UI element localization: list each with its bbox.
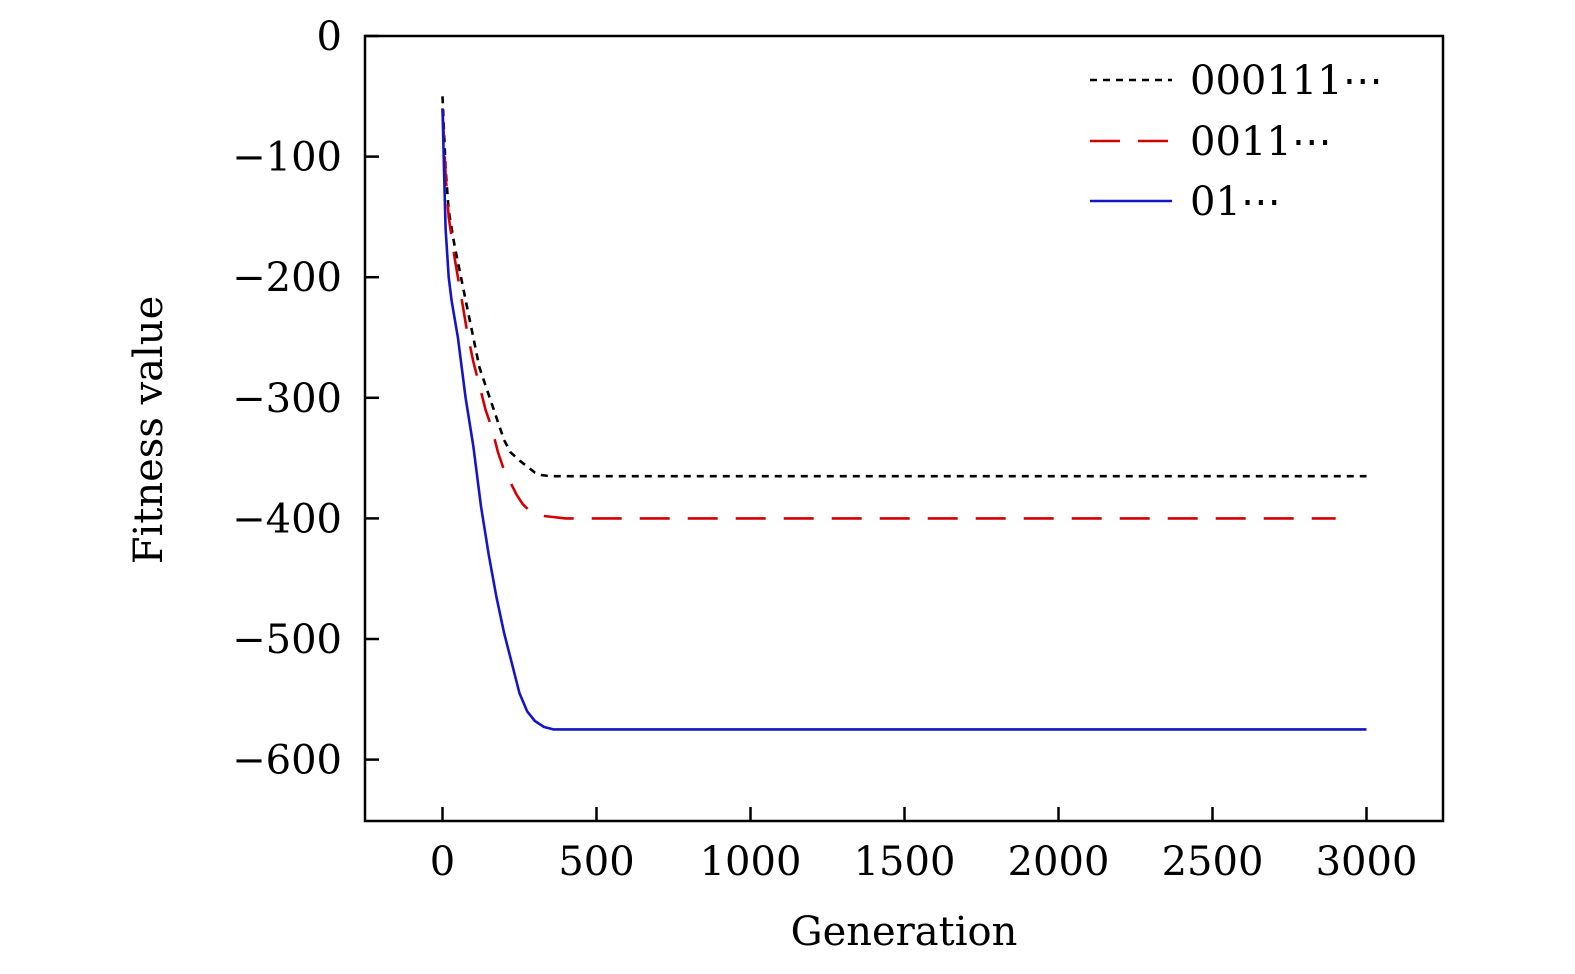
series-line-2 — [441, 108, 1336, 520]
legend-label-1: 000111⋯ — [1190, 58, 1383, 104]
legend-label-3: 01⋯ — [1190, 179, 1281, 225]
series-line-1 — [441, 96, 1367, 478]
y-tick-label: −600 — [232, 738, 342, 784]
x-tick-label: 3000 — [1316, 839, 1418, 885]
x-tick-label: 2000 — [1008, 839, 1110, 885]
x-tick-label: 1500 — [854, 839, 956, 885]
y-tick-label: −300 — [232, 376, 342, 422]
y-tick-label: −400 — [232, 496, 342, 542]
y-tick-label: 0 — [317, 14, 342, 60]
y-tick-label: −200 — [232, 255, 342, 301]
series-layer — [441, 96, 1367, 731]
y-tick-label: −500 — [232, 617, 342, 663]
series-line-3 — [441, 108, 1367, 731]
x-axis-title: Generation — [791, 909, 1018, 955]
x-tick-label: 2500 — [1162, 839, 1264, 885]
y-tick-label: −100 — [232, 135, 342, 181]
y-axis-title: Fitness value — [126, 296, 172, 565]
legend-label-2: 0011⋯ — [1190, 119, 1332, 165]
x-tick-label: 1000 — [700, 839, 802, 885]
legend: 000111⋯ 0011⋯ 01⋯ — [1090, 58, 1383, 225]
x-tick-label: 0 — [430, 839, 455, 885]
y-axis: 0 −100 −200 −300 −400 −500 −600 — [232, 14, 379, 784]
x-tick-label: 500 — [558, 839, 634, 885]
x-axis: 0 500 1000 1500 2000 2500 3000 — [430, 807, 1418, 885]
